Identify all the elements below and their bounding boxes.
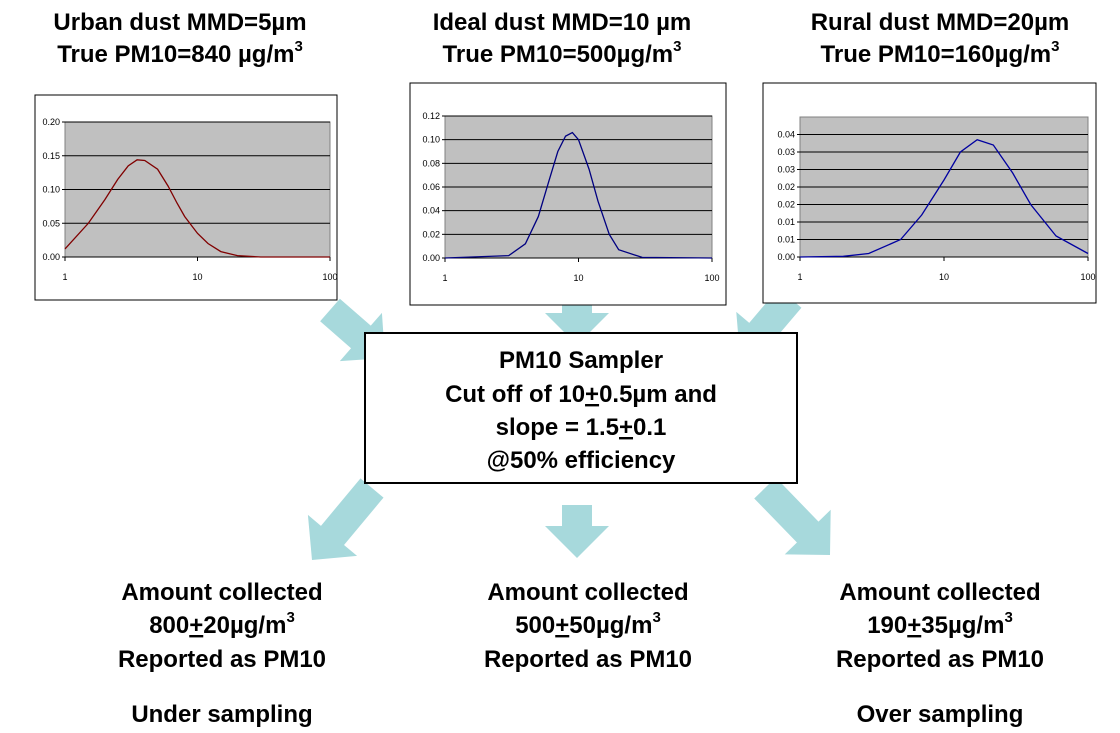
x-tick-label: 10 [573,273,583,283]
x-tick-label: 1 [442,273,447,283]
text: slope = 1.5 [496,414,619,441]
sup: 3 [286,609,294,626]
text: 190 [867,612,907,639]
x-tick-label: 100 [1080,272,1095,282]
y-tick-label: 0.03 [777,147,795,157]
sampler-text: slope = 1.5+0.1 [496,414,667,441]
arrow [545,505,609,558]
y-tick-label: 0.15 [42,151,60,161]
y-tick-label: 0.05 [42,218,60,228]
text: + [907,612,921,639]
text: True PM10=160µg/m [821,41,1052,68]
y-tick-label: 0.06 [422,182,440,192]
y-tick-label: 0.01 [777,217,795,227]
y-tick-label: 0.00 [422,253,440,263]
text: True PM10=840 µg/m [57,41,294,68]
title: Rural dust MMD=20µm [811,9,1070,36]
result-text: Reported as PM10 [484,646,692,673]
result-note: Under sampling [131,701,312,728]
y-tick-label: 0.12 [422,111,440,121]
y-tick-label: 0.10 [42,185,60,195]
x-tick-label: 1 [797,272,802,282]
result-text: Amount collected [487,579,688,606]
y-tick-label: 0.10 [422,135,440,145]
text: True PM10=500µg/m [443,41,674,68]
title: True PM10=500µg/m3 [443,38,682,68]
y-tick-label: 0.03 [777,165,795,175]
y-tick-label: 0.02 [422,229,440,239]
title: Ideal dust MMD=10 µm [433,9,692,36]
result-text: Amount collected [839,579,1040,606]
title: True PM10=840 µg/m3 [57,38,303,68]
x-tick-label: 100 [704,273,719,283]
title: True PM10=160µg/m3 [821,38,1060,68]
y-tick-label: 0.04 [422,206,440,216]
arrow [754,477,831,555]
result-text: Reported as PM10 [836,646,1044,673]
y-tick-label: 0.08 [422,158,440,168]
y-tick-label: 0.00 [42,252,60,262]
result-text: Amount collected [121,579,322,606]
sampler-text: PM10 Sampler [499,347,663,374]
text: 20µg/m [203,612,286,639]
y-tick-label: 0.02 [777,200,795,210]
result-text: 500+50µg/m3 [515,609,661,639]
x-tick-label: 10 [192,272,202,282]
x-tick-label: 100 [322,272,337,282]
text: 50µg/m [569,612,652,639]
sampler-text: @50% efficiency [487,447,676,474]
result-text: Reported as PM10 [118,646,326,673]
text: + [585,381,599,408]
result-text: 800+20µg/m3 [149,609,295,639]
y-tick-label: 0.02 [777,182,795,192]
sampler-text: Cut off of 10+0.5µm and [445,381,717,408]
sup: 3 [673,38,681,55]
sup: 3 [294,38,302,55]
result-text: 190+35µg/m3 [867,609,1013,639]
x-tick-label: 1 [62,272,67,282]
text: 800 [149,612,189,639]
arrow [545,296,609,345]
y-tick-label: 0.00 [777,252,795,262]
text: + [619,414,633,441]
sup: 3 [1004,609,1012,626]
text: + [555,612,569,639]
text: 35µg/m [921,612,1004,639]
sup: 3 [652,609,660,626]
curve [799,139,1089,258]
text: 0.1 [633,414,666,441]
text: Cut off of 10 [445,381,585,408]
arrow [307,478,384,560]
title: Urban dust MMD=5µm [53,9,306,36]
y-tick-label: 0.01 [777,235,795,245]
result-note: Over sampling [857,701,1024,728]
curve [444,131,713,259]
sup: 3 [1051,38,1059,55]
x-tick-label: 10 [939,272,949,282]
text: 0.5µm and [599,381,717,408]
text: + [189,612,203,639]
curve [64,159,330,258]
y-tick-label: 0.04 [777,130,795,140]
sampler-box [364,332,798,484]
y-tick-label: 0.20 [42,117,60,127]
text: 500 [515,612,555,639]
